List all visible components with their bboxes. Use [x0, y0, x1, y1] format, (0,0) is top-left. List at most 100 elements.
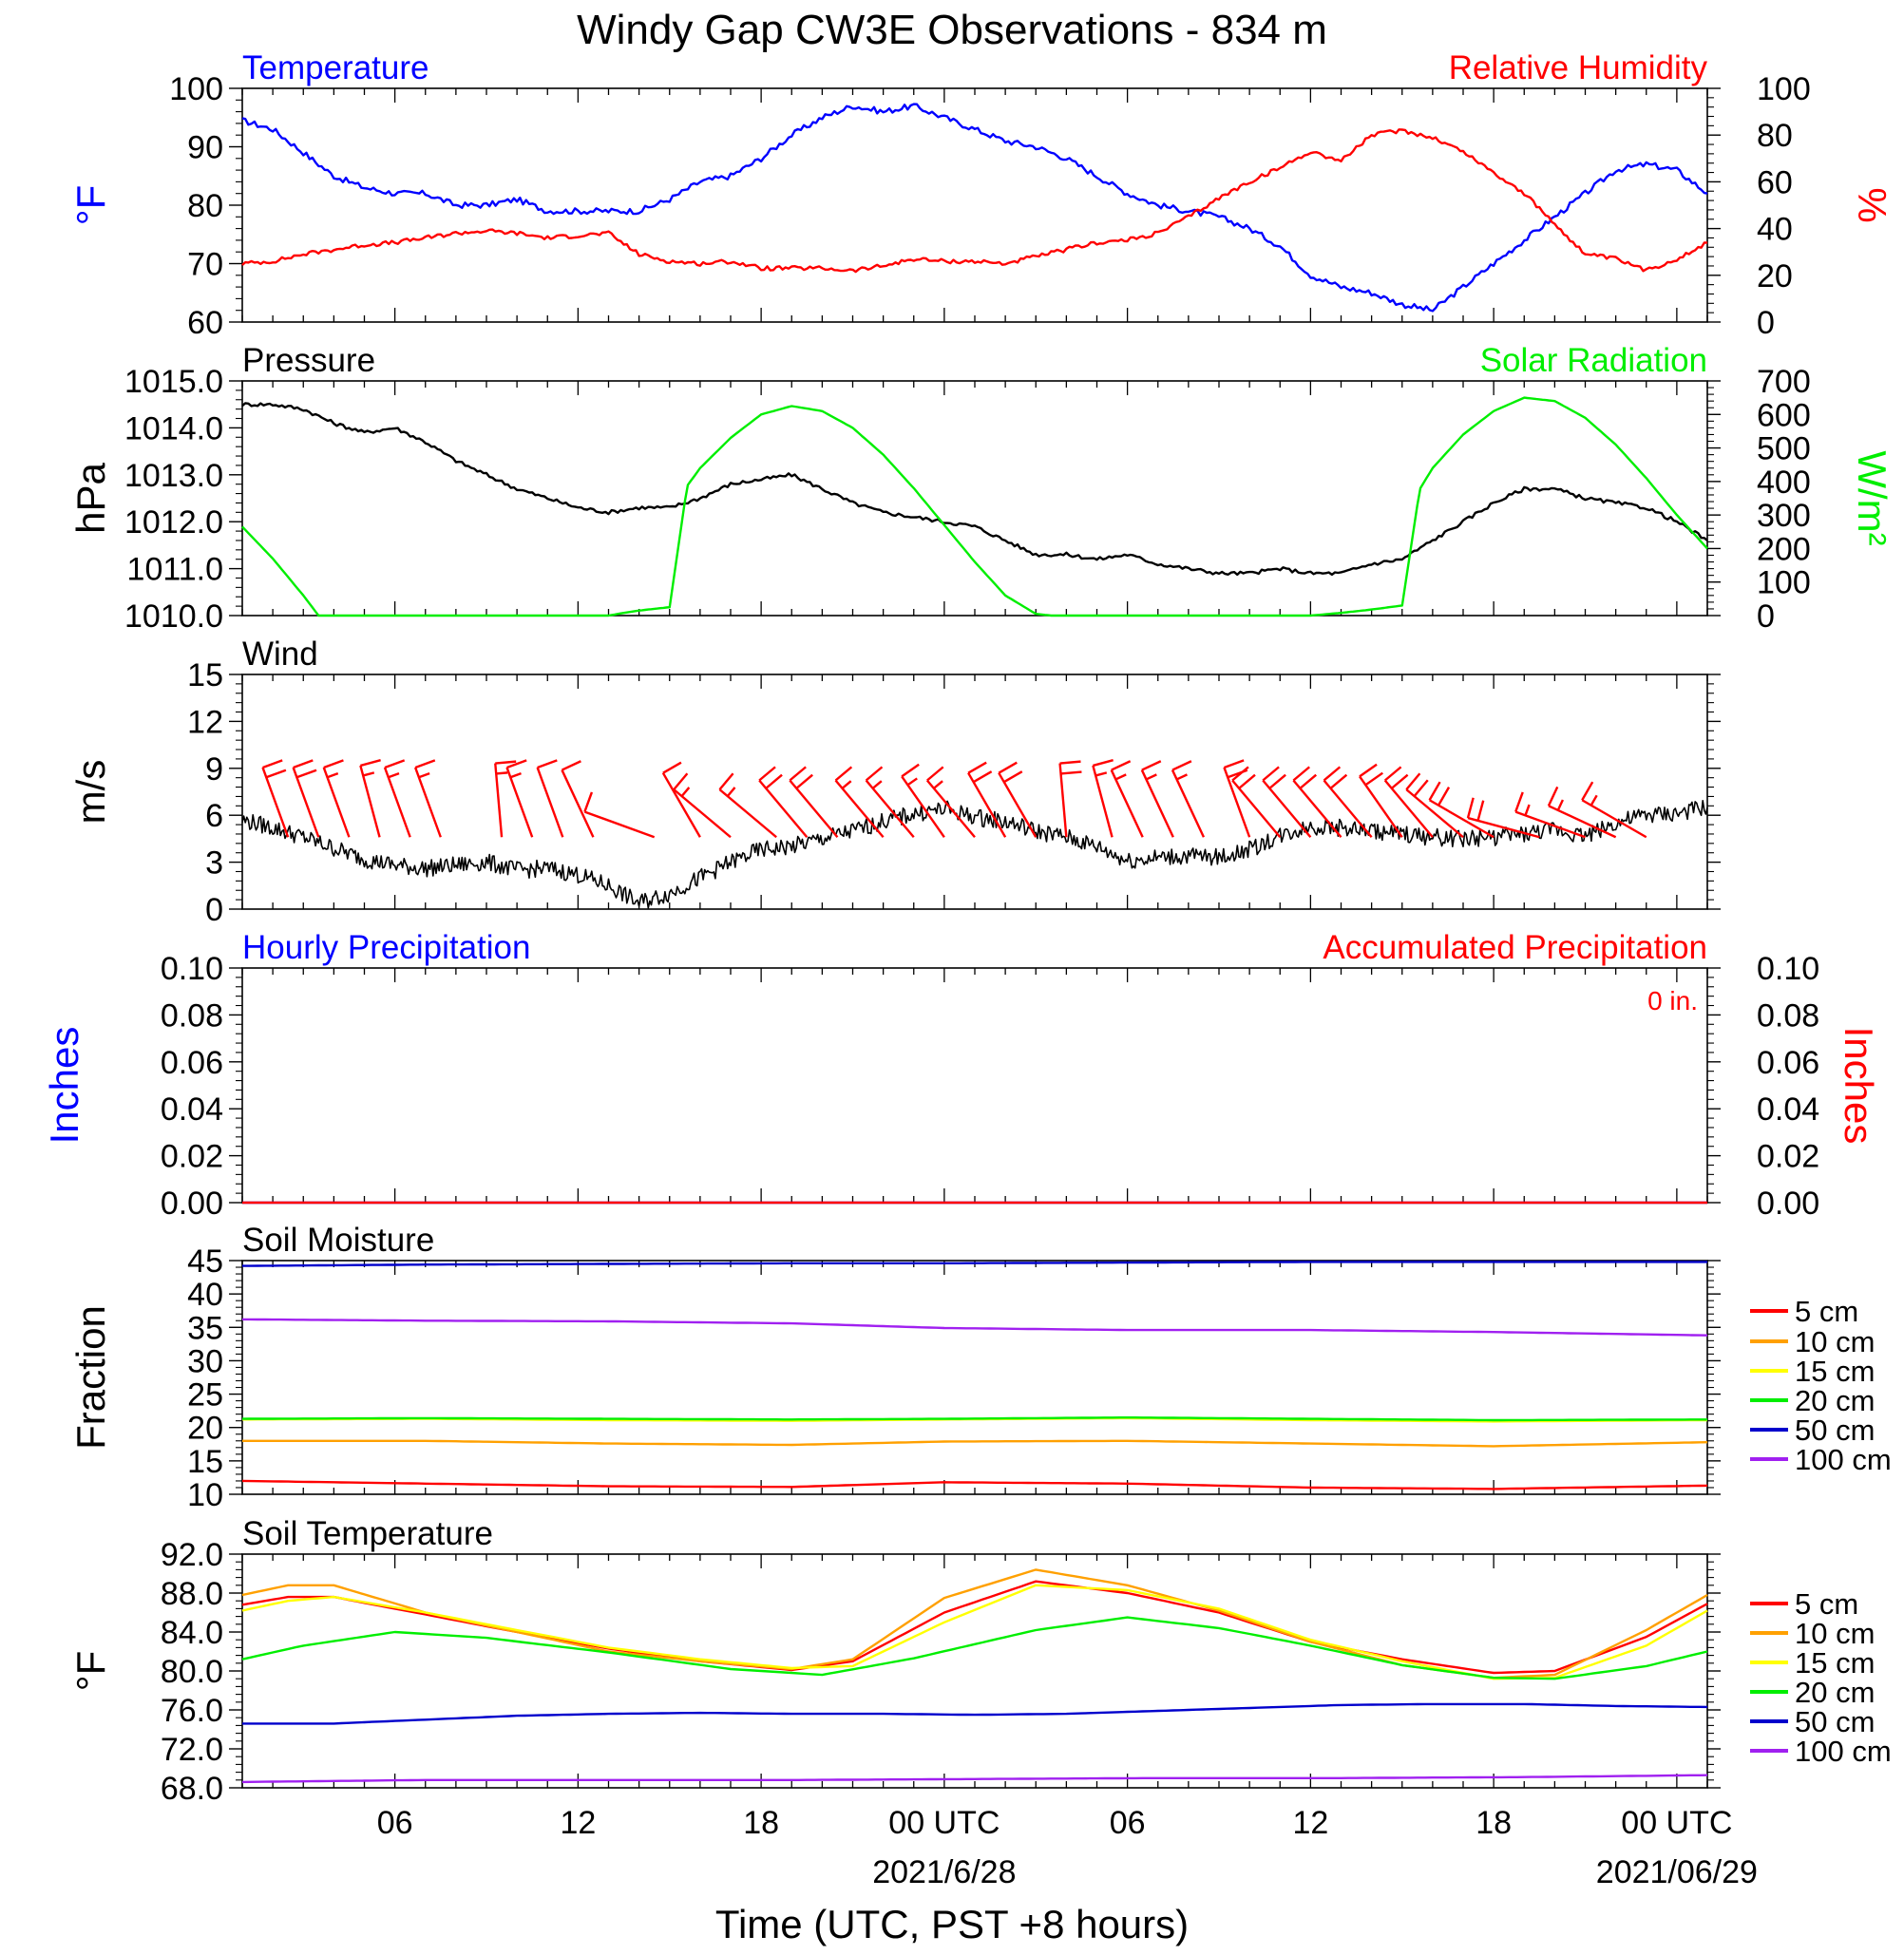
y-tick-label-left: 1011.0: [127, 552, 223, 588]
series-20cm: [241, 1616, 1708, 1680]
panel-frame: [241, 967, 1708, 1204]
y-tick-label-right: 0.06: [1757, 1045, 1819, 1081]
wind-barb: [998, 761, 1038, 838]
y-tick-label-left: 12: [187, 704, 223, 740]
y-tick-label-left: 84.0: [161, 1615, 223, 1651]
wind-barb: [1428, 781, 1495, 839]
y-tick-label-right: 0.10: [1757, 951, 1819, 987]
y-tick-label-left: 6: [205, 798, 223, 834]
y-tick-label-left: 0.02: [161, 1139, 223, 1175]
y-tick-label-left: 20: [187, 1411, 223, 1447]
y-tick-label-right: 0.02: [1757, 1139, 1819, 1175]
y-tick-label-right: 40: [1757, 212, 1793, 248]
y-tick-label-left: 45: [187, 1243, 223, 1280]
wind-barb: [1581, 781, 1647, 839]
wind-barb: [834, 766, 885, 839]
y-tick-label-left: 1010.0: [124, 598, 223, 635]
series-5cm: [241, 1479, 1708, 1490]
panel-title-left: Soil Moisture: [242, 1222, 434, 1259]
series-100cm: [241, 1774, 1708, 1784]
y-tick-label-left: 40: [187, 1277, 223, 1313]
legend-label: 100 cm: [1795, 1735, 1892, 1768]
y-tick-label-left: 76.0: [161, 1693, 223, 1729]
y-tick-label-right: 200: [1757, 531, 1811, 567]
wind-barb: [901, 763, 945, 838]
y-tick-label-right: 500: [1757, 431, 1811, 467]
panel-title-left: Wind: [242, 636, 318, 673]
series-100cm: [242, 1318, 1708, 1337]
legend-label: 5 cm: [1795, 1295, 1858, 1328]
x-date-label: 2021/6/28: [872, 1854, 1016, 1890]
wind-barb: [789, 766, 839, 839]
y-tick-label-left: 70: [187, 247, 223, 283]
series-50cm: [242, 1261, 1707, 1267]
series-temperature: [241, 103, 1708, 313]
wind-barb: [494, 760, 517, 838]
series-solar: [241, 396, 1708, 617]
panel-title-right: Solar Radiation: [1480, 342, 1707, 379]
panel-title-left: Hourly Precipitation: [242, 929, 530, 966]
x-tick-label: 06: [377, 1805, 413, 1841]
wind-barb: [758, 766, 809, 839]
wind-barb: [1323, 766, 1373, 839]
panel-annotation: 0 in.: [1647, 986, 1698, 1015]
y-tick-label-right: 60: [1757, 164, 1793, 200]
y-tick-label-left: 92.0: [161, 1537, 223, 1573]
panel-title-left: Temperature: [242, 49, 428, 86]
wind-barb: [661, 761, 701, 838]
figure-title: Windy Gap CW3E Observations - 834 m: [577, 7, 1327, 53]
x-tick-label: 00 UTC: [1621, 1805, 1732, 1841]
x-tick-label: 06: [1110, 1805, 1146, 1841]
panel-frame: [241, 87, 1708, 323]
wind-barb: [561, 760, 595, 838]
y-tick-label-right: 600: [1757, 397, 1811, 433]
wind-barb: [292, 759, 320, 838]
wind-barb: [1171, 760, 1206, 838]
y-tick-label-right: 0.04: [1757, 1091, 1819, 1128]
y-tick-label-left: 0.06: [161, 1045, 223, 1081]
wind-barb: [865, 766, 915, 839]
y-tick-label-left: 10: [187, 1477, 223, 1513]
y-axis-label-left: Fraction: [68, 1305, 113, 1450]
panel-title-right: Accumulated Precipitation: [1323, 929, 1707, 966]
y-tick-label-right: 300: [1757, 498, 1811, 534]
wind-barb: [1140, 760, 1174, 838]
wind-barb: [414, 759, 442, 838]
panel-frame: [241, 674, 1708, 910]
wind-barb: [673, 772, 732, 839]
y-tick-label-left: 1014.0: [124, 410, 223, 446]
wind-barb: [1359, 763, 1403, 838]
y-tick-label-right: 0: [1757, 598, 1775, 635]
wind-barb: [1466, 797, 1540, 839]
legend-label: 50 cm: [1795, 1414, 1875, 1447]
legend-label: 15 cm: [1795, 1646, 1875, 1680]
y-axis-label-right: %: [1850, 187, 1894, 222]
y-tick-label-left: 68.0: [161, 1771, 223, 1807]
y-axis-label-right: W/m²: [1850, 450, 1894, 545]
wind-barb: [1262, 766, 1312, 839]
y-tick-label-left: 0: [205, 892, 223, 928]
wind-barb: [359, 759, 381, 838]
y-tick-label-left: 90: [187, 130, 223, 166]
y-tick-label-left: 35: [187, 1310, 223, 1346]
wind-barb: [718, 772, 777, 839]
wind-barb: [505, 759, 534, 838]
wind-barb: [1110, 760, 1144, 838]
y-tick-label-left: 80.0: [161, 1654, 223, 1690]
wind-barb: [383, 759, 411, 838]
y-axis-label-left: hPa: [68, 462, 113, 533]
y-tick-label-left: 3: [205, 845, 223, 882]
y-tick-label-left: 88.0: [161, 1576, 223, 1612]
x-date-label: 2021/06/29: [1596, 1854, 1758, 1890]
panel-2: 1010.0 1011.0 1012.0 1013.0 1014.0 1015.0 0100…: [68, 342, 1894, 635]
y-tick-label-left: 15: [187, 657, 223, 693]
wind-barb: [1231, 766, 1282, 839]
panel-title-right: Relative Humidity: [1449, 49, 1708, 86]
legend-label: 15 cm: [1795, 1355, 1875, 1388]
y-tick-label-left: 30: [187, 1343, 223, 1379]
series-10cm: [241, 1568, 1708, 1680]
y-tick-label-left: 72.0: [161, 1732, 223, 1768]
x-axis-title: Time (UTC, PST +8 hours): [715, 1902, 1189, 1946]
